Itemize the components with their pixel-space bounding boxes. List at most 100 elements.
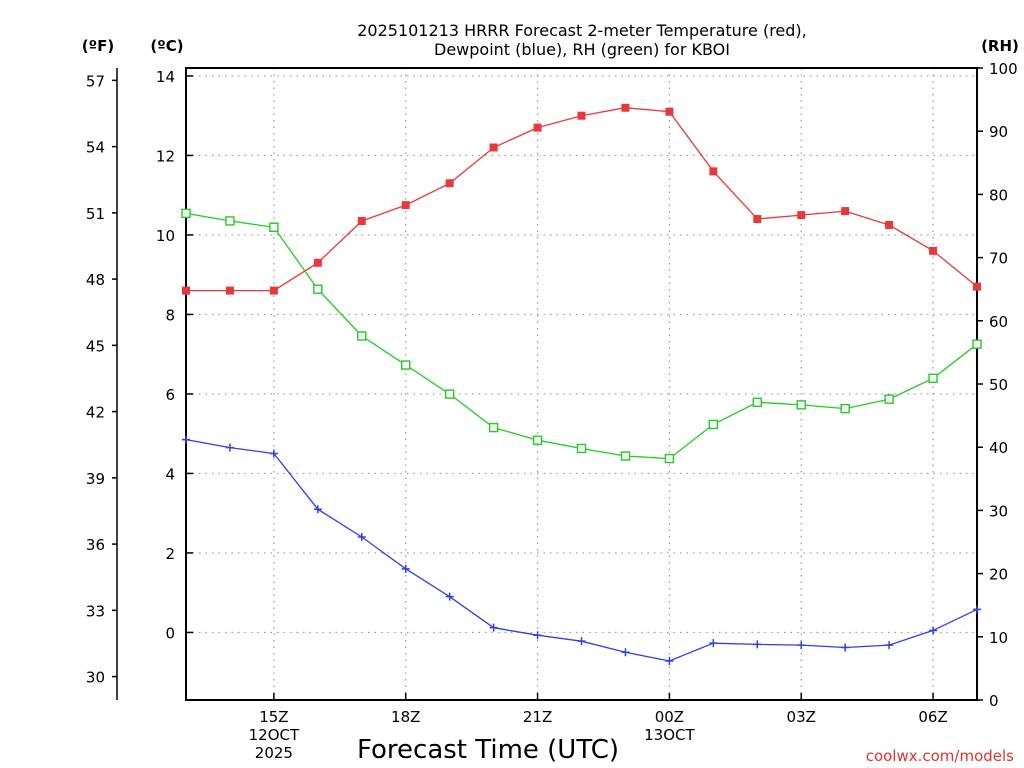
rh-point	[401, 360, 411, 370]
fahrenheit-tick-label: 48	[86, 271, 105, 289]
celsius-tick-label: 14	[156, 68, 175, 86]
rh-tick-label: 100	[989, 60, 1018, 78]
axes: 0 2 4 6 8 10 12 14 30 33 36 39 42 45 48 51 54 57 0 10 20 30 40…	[86, 60, 1018, 762]
temperature-point	[225, 286, 234, 295]
series-layer	[181, 103, 982, 666]
fahrenheit-tick-label: 36	[86, 536, 105, 554]
rh-point	[181, 208, 191, 219]
rh-point	[488, 422, 499, 433]
temperature-point	[182, 286, 190, 295]
dewpoint-point	[401, 564, 410, 573]
temperature-point	[489, 143, 498, 152]
rh-tick-label: 60	[989, 313, 1008, 331]
fahrenheit-tick-label: 45	[86, 337, 105, 355]
rh-point	[884, 394, 894, 404]
celsius-tick-label: 8	[165, 306, 175, 324]
rh-tick-label: 90	[989, 123, 1008, 141]
temperature-point	[401, 201, 410, 210]
fahrenheit-tick-label: 33	[86, 602, 105, 620]
temperature-point	[929, 246, 938, 255]
temperature-point	[797, 211, 806, 220]
fahrenheit-unit-label: (ºF)	[82, 37, 114, 55]
dewpoint-point	[709, 639, 718, 648]
temperature-point	[841, 207, 850, 216]
rh-point	[269, 222, 279, 232]
dewpoint-point	[929, 626, 938, 635]
celsius-tick-label: 12	[156, 147, 175, 165]
fahrenheit-tick-label: 54	[86, 139, 105, 157]
dewpoint-point	[753, 640, 762, 649]
rh-point	[532, 435, 543, 445]
x-tick-label: 15Z	[259, 708, 288, 726]
temperature-point	[665, 107, 674, 116]
rh-tick-label: 20	[989, 566, 1008, 584]
rh-point	[708, 419, 719, 430]
temperature-point	[709, 167, 718, 176]
celsius-tick-label: 4	[165, 465, 175, 483]
temperature-point	[445, 179, 454, 188]
x-tick-label: 18Z	[391, 708, 420, 726]
fahrenheit-tick-label: 42	[86, 404, 105, 422]
celsius-tick-label: 10	[156, 227, 175, 245]
rh-tick-label: 70	[989, 250, 1008, 268]
fahrenheit-tick-label: 57	[86, 72, 105, 90]
temperature-point	[533, 123, 542, 132]
dewpoint-point	[577, 637, 586, 646]
x-tick-label: 12OCT	[249, 726, 300, 744]
rh-tick-label: 40	[989, 439, 1008, 457]
temperature-point	[885, 221, 894, 230]
dewpoint-point	[973, 605, 981, 614]
temperature-point	[269, 286, 278, 295]
x-tick-label: 13OCT	[644, 726, 695, 744]
chart-title-line-1: 2025101213 HRRR Forecast 2-meter Tempera…	[357, 21, 807, 40]
rh-point	[840, 403, 850, 414]
temperature-point	[357, 217, 366, 226]
dewpoint-point	[445, 592, 454, 601]
rh-point	[620, 451, 631, 461]
rh-point	[928, 373, 938, 384]
rh-point	[313, 284, 323, 294]
dewpoint-point	[313, 505, 322, 514]
fahrenheit-tick-label: 51	[86, 205, 105, 223]
celsius-tick-label: 0	[165, 624, 175, 642]
dewpoint-point	[621, 648, 630, 657]
fahrenheit-tick-label: 30	[86, 669, 105, 687]
rh-point	[576, 443, 587, 454]
x-tick-label: 00Z	[655, 708, 684, 726]
temperature-point	[621, 103, 630, 112]
x-tick-label: 2025	[255, 744, 293, 762]
plot-frame	[185, 67, 978, 701]
chart-title-line-2: Dewpoint (blue), RH (green) for KBOI	[434, 40, 730, 59]
celsius-tick-label: 2	[165, 545, 175, 563]
dewpoint-point	[533, 631, 542, 640]
dewpoint-point	[357, 533, 366, 542]
rh-point	[225, 216, 235, 226]
rh-point	[664, 453, 675, 464]
x-axis-label: Forecast Time (UTC)	[357, 735, 619, 765]
celsius-unit-label: (ºC)	[150, 37, 183, 55]
rh-point	[357, 331, 367, 341]
rh-point	[752, 397, 762, 408]
rh-tick-label: 50	[989, 376, 1008, 394]
rh-tick-label: 0	[989, 692, 999, 710]
dewpoint-point	[269, 449, 278, 458]
credit-text: coolwx.com/models	[866, 747, 1014, 765]
rh-point	[972, 339, 982, 349]
celsius-tick-label: 6	[165, 386, 175, 404]
dewpoint-line	[185, 438, 978, 662]
rh-tick-label: 80	[989, 186, 1008, 204]
dewpoint-point	[665, 657, 674, 666]
dewpoint-point	[182, 435, 190, 444]
temperature-point	[753, 215, 762, 224]
rh-point	[796, 400, 806, 410]
temperature-point	[313, 258, 322, 267]
x-tick-label: 21Z	[523, 708, 552, 726]
rh-unit-label: (RH)	[981, 37, 1019, 55]
dewpoint-point	[885, 641, 894, 650]
x-tick-label: 03Z	[787, 708, 816, 726]
grid-lines	[186, 68, 977, 700]
temperature-point	[577, 111, 586, 120]
dewpoint-point	[225, 443, 234, 452]
fahrenheit-tick-label: 39	[86, 470, 105, 488]
